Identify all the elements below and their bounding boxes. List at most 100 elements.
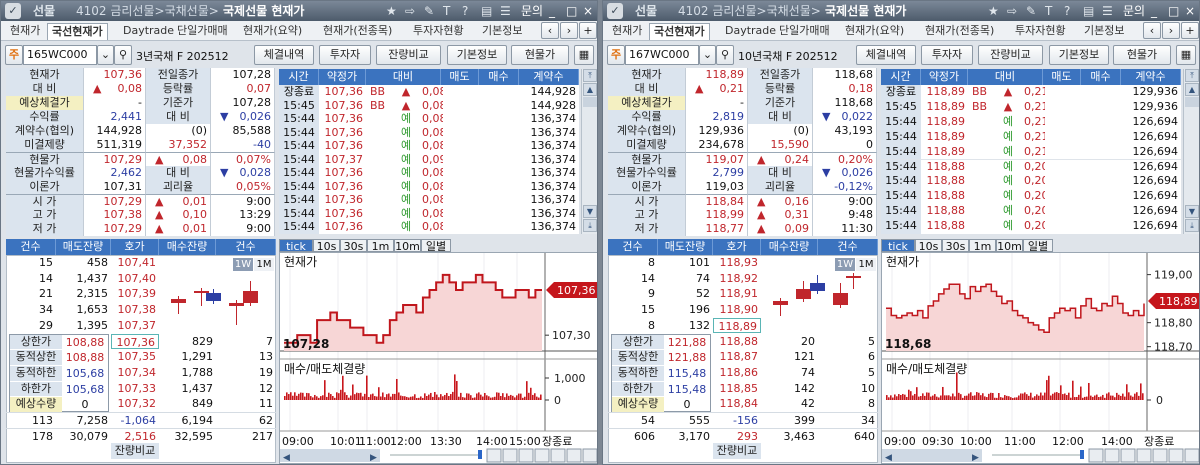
scroll-bottom-icon[interactable]: ⤓ bbox=[1185, 219, 1199, 232]
trade-row[interactable]: 15:44 107,36 예 0,08 136,374 bbox=[279, 112, 579, 126]
trade-row[interactable]: 15:44 118,88 예 0,20 126,694 bbox=[881, 174, 1181, 190]
executions-button[interactable]: 체결내역 bbox=[254, 45, 314, 65]
grid-view-icon[interactable]: ▦ bbox=[574, 45, 594, 65]
pencil-icon[interactable] bbox=[534, 448, 550, 463]
market-badge[interactable]: 주 bbox=[5, 45, 23, 65]
trade-row[interactable]: 15:44 107,36 예 0,08 136,374 bbox=[279, 220, 579, 234]
bid-price[interactable]: 107,33 bbox=[117, 381, 157, 395]
tab-7[interactable]: 투자자현황 bbox=[1015, 24, 1066, 37]
tab-8[interactable]: 기본정보 bbox=[1084, 24, 1125, 37]
comment-icon[interactable] bbox=[1104, 448, 1120, 463]
scroll-down-icon[interactable]: ▼ bbox=[583, 205, 597, 218]
balance-compare-button[interactable]: 잔량비교 bbox=[978, 45, 1043, 65]
layout-icon[interactable] bbox=[1088, 448, 1104, 463]
help-icon[interactable]: ? bbox=[1064, 4, 1071, 18]
trade-row[interactable]: 15:44 107,36 예 0,08 136,374 bbox=[279, 179, 579, 194]
bid-price[interactable]: 118,86 bbox=[719, 365, 759, 379]
chart-tab-30s[interactable]: 30s bbox=[340, 239, 367, 253]
trade-row[interactable]: 15:44 107,36 예 0,08 136,374 bbox=[279, 166, 579, 180]
bid-price[interactable]: 118,88 bbox=[719, 334, 759, 348]
balance-compare-label[interactable]: 잔량비교 bbox=[713, 443, 761, 460]
market-badge[interactable]: 주 bbox=[607, 45, 625, 65]
basic-info-button[interactable]: 기본정보 bbox=[1049, 45, 1109, 65]
tab-6[interactable]: 현재가(전종목) bbox=[925, 24, 995, 37]
tab-add-button[interactable]: + bbox=[1181, 22, 1199, 39]
grid-view-icon[interactable]: ▦ bbox=[1176, 45, 1196, 65]
period-1M-button[interactable]: 1M bbox=[856, 258, 876, 271]
minimize-icon[interactable]: _ bbox=[549, 4, 555, 18]
scroll-up-icon[interactable]: ▲ bbox=[583, 83, 597, 96]
executions-button[interactable]: 체결내역 bbox=[856, 45, 916, 65]
layout-icon[interactable] bbox=[486, 448, 502, 463]
close-icon[interactable]: × bbox=[583, 4, 594, 18]
ask-price[interactable]: 118,91 bbox=[719, 287, 759, 301]
zoom-out-icon[interactable] bbox=[550, 448, 566, 463]
scroll-up-icon[interactable]: ▲ bbox=[1185, 83, 1199, 96]
scroll-top-icon[interactable]: ⤒ bbox=[583, 69, 597, 82]
bid-price[interactable]: 107,34 bbox=[117, 365, 157, 379]
period-1W-button[interactable]: 1W bbox=[233, 258, 253, 271]
list-icon[interactable]: ☰ bbox=[500, 4, 511, 18]
star-icon[interactable]: ★ bbox=[386, 4, 397, 18]
bid-price[interactable]: 118,85 bbox=[719, 381, 759, 395]
bid-price[interactable]: 118,87 bbox=[719, 350, 759, 364]
chart-tab-10s[interactable]: 10s bbox=[313, 239, 340, 253]
symbol-code-input[interactable]: 167WC000 bbox=[625, 45, 699, 65]
zoom-out-icon[interactable] bbox=[1152, 448, 1168, 463]
trade-row[interactable]: 15:44 118,89 예 0,21 126,694 bbox=[881, 129, 1181, 145]
bid-price[interactable]: 118,84 bbox=[719, 397, 759, 411]
ask-price[interactable]: 107,38 bbox=[117, 303, 157, 317]
basic-info-button[interactable]: 기본정보 bbox=[447, 45, 507, 65]
link-icon[interactable]: ⇨ bbox=[405, 4, 416, 18]
inquiry-button[interactable]: 문의 bbox=[1123, 4, 1146, 18]
period-1M-button[interactable]: 1M bbox=[254, 258, 274, 271]
ask-price[interactable]: 107,40 bbox=[117, 271, 157, 285]
pin-icon[interactable]: ✎ bbox=[424, 4, 435, 18]
print-icon[interactable]: ▤ bbox=[481, 4, 493, 18]
zoom-in-icon[interactable] bbox=[566, 448, 582, 463]
trade-scrollbar[interactable]: ⤒ ▲ ▼ ⤓ bbox=[581, 69, 597, 234]
maximize-icon[interactable]: □ bbox=[1168, 4, 1180, 18]
investor-button[interactable]: 투자자 bbox=[319, 45, 371, 65]
tab-next-button[interactable]: › bbox=[560, 22, 578, 39]
ask-price[interactable]: 107,37 bbox=[117, 318, 157, 332]
scroll-top-icon[interactable]: ⤒ bbox=[1185, 69, 1199, 82]
search-icon[interactable]: ⚲ bbox=[114, 45, 132, 65]
tab-prev-button[interactable]: ‹ bbox=[541, 22, 559, 39]
trade-row[interactable]: 15:44 107,36 예 0,08 136,374 bbox=[279, 206, 579, 221]
tab-prev-button[interactable]: ‹ bbox=[1143, 22, 1161, 39]
pencil-icon[interactable] bbox=[1136, 448, 1152, 463]
ask-price[interactable]: 107,41 bbox=[117, 256, 157, 269]
chart-tab-일별[interactable]: 일별 bbox=[421, 239, 451, 253]
price-chart[interactable]: 119,00 118,80 118,70 118,89 118,68 현재가매수/매도체결… bbox=[881, 252, 1200, 464]
chart-tab-1m[interactable]: 1m bbox=[969, 239, 996, 253]
cursor-icon[interactable] bbox=[1120, 448, 1136, 463]
trade-row[interactable]: 15:44 118,89 예 0,21 126,694 bbox=[881, 144, 1181, 160]
trade-scrollbar[interactable]: ⤒ ▲ ▼ ⤓ bbox=[1183, 69, 1199, 234]
bid-price[interactable]: 107,35 bbox=[117, 350, 157, 364]
trade-row[interactable]: 15:45 107,36 BB ▲ 0,08 144,928 bbox=[279, 98, 579, 113]
trade-row[interactable]: 15:44 118,88 예 0,20 126,694 bbox=[881, 189, 1181, 205]
tab-4[interactable]: 단일가매매 bbox=[177, 24, 228, 37]
chart-tab-tick[interactable]: tick bbox=[279, 239, 313, 253]
pin-icon[interactable]: ✎ bbox=[1026, 4, 1037, 18]
text-icon[interactable]: T bbox=[1045, 4, 1053, 18]
tab-5[interactable]: 현재가(요약) bbox=[243, 24, 303, 37]
tab-add-button[interactable]: + bbox=[579, 22, 597, 39]
tab-next-button[interactable]: › bbox=[1162, 22, 1180, 39]
chart-tab-30s[interactable]: 30s bbox=[942, 239, 969, 253]
scroll-down-icon[interactable]: ▼ bbox=[1185, 205, 1199, 218]
maximize-icon[interactable]: □ bbox=[566, 4, 578, 18]
trade-row[interactable]: 15:45 118,89 BB ▲ 0,21 129,936 bbox=[881, 99, 1181, 115]
minimize-icon[interactable]: _ bbox=[1151, 4, 1157, 18]
cursor-icon[interactable] bbox=[518, 448, 534, 463]
chart-tab-10m[interactable]: 10m bbox=[394, 239, 421, 253]
tab-5[interactable]: 현재가(요약) bbox=[845, 24, 905, 37]
inquiry-button[interactable]: 문의 bbox=[521, 4, 544, 18]
print-icon[interactable]: ▤ bbox=[1083, 4, 1095, 18]
ask-price[interactable]: 118,89 bbox=[713, 317, 761, 334]
trade-row[interactable]: 15:44 118,88 예 0,20 126,694 bbox=[881, 159, 1181, 175]
tab-2[interactable]: 국선현재가 bbox=[47, 23, 108, 40]
scroll-thumb[interactable] bbox=[1185, 97, 1199, 107]
